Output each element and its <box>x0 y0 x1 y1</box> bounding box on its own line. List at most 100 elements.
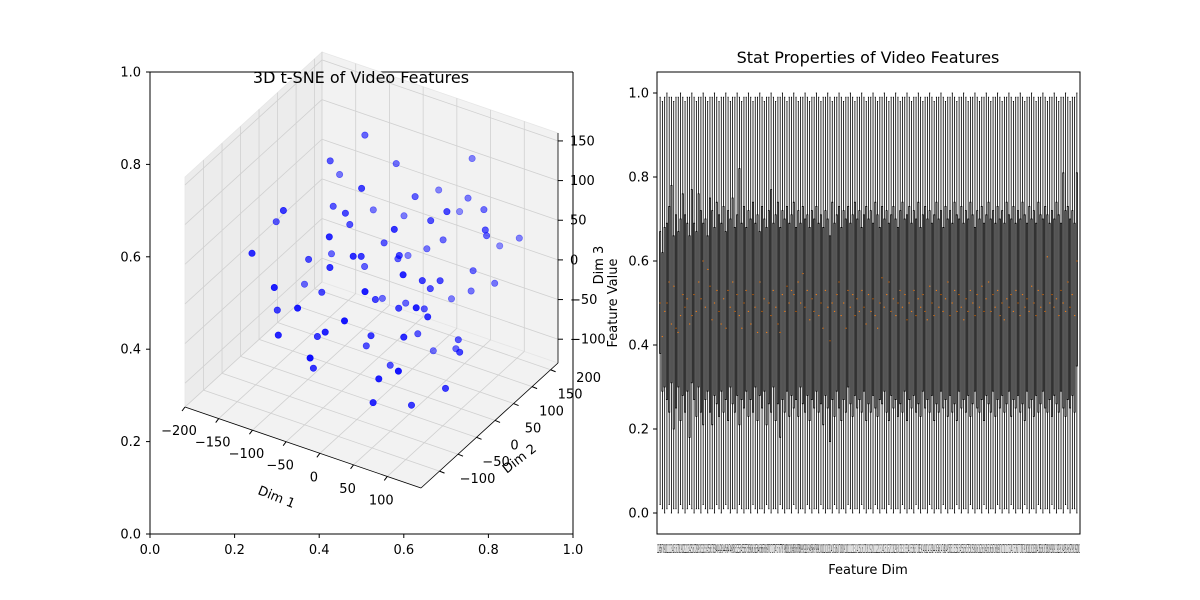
box-body <box>910 222 913 409</box>
box <box>761 96 764 510</box>
gridline <box>285 316 424 443</box>
box <box>851 96 854 514</box>
scatter-point <box>305 255 313 263</box>
box-body <box>706 235 709 392</box>
box-body <box>853 201 856 396</box>
box <box>878 96 881 514</box>
dim2-tick-label: −50 <box>482 455 509 470</box>
dim1-tick-label: −150 <box>195 436 231 451</box>
box-body <box>883 218 886 392</box>
box-body <box>720 222 723 392</box>
box-body <box>774 214 777 422</box>
box-body <box>906 214 908 422</box>
box-body <box>1021 201 1024 405</box>
box <box>831 101 834 514</box>
box <box>756 96 759 514</box>
box <box>822 96 825 510</box>
box <box>978 101 981 510</box>
dim1-tick-label: −200 <box>161 424 197 439</box>
gridline <box>184 99 323 225</box>
box-body <box>799 222 802 388</box>
box <box>808 101 811 510</box>
box-body <box>885 210 888 413</box>
box-body <box>942 226 945 409</box>
box-body <box>665 222 668 400</box>
box-body <box>858 210 861 401</box>
box-body <box>840 226 843 421</box>
box <box>912 96 915 514</box>
box-body <box>736 214 739 396</box>
gridline <box>314 288 551 371</box>
box-body <box>917 201 920 405</box>
box-body <box>729 218 732 388</box>
box <box>863 96 865 510</box>
scatter-point <box>394 255 402 263</box>
scatter-point <box>424 313 432 321</box>
box-body <box>881 205 884 405</box>
boxplot-y-tick-label: 1.0 <box>628 87 649 102</box>
box <box>806 96 809 506</box>
box-body <box>1055 201 1058 405</box>
scatter-point <box>340 317 348 325</box>
box-body <box>894 218 897 401</box>
dim1-axis-line <box>184 406 422 489</box>
box <box>940 92 942 514</box>
box <box>917 92 920 510</box>
box <box>967 101 970 514</box>
scatter-point <box>378 294 386 302</box>
box-body <box>795 226 797 400</box>
box-body <box>926 218 929 401</box>
scatter-point <box>423 245 431 253</box>
scatter-point <box>336 171 344 179</box>
box <box>865 101 868 514</box>
box <box>919 96 922 514</box>
box <box>971 96 974 510</box>
box-body <box>924 205 927 409</box>
frame-x-tick-label: 0.6 <box>393 543 414 558</box>
scatter-point <box>371 295 379 303</box>
box <box>847 96 850 506</box>
box <box>1044 96 1047 510</box>
gridline <box>353 339 491 466</box>
box <box>702 92 705 506</box>
box <box>1060 96 1062 510</box>
scatter-point <box>443 208 451 216</box>
box-body <box>745 226 748 392</box>
box <box>924 96 927 510</box>
scatter-point <box>418 277 426 285</box>
boxplot-y-tick-label: 0.4 <box>628 339 649 354</box>
box <box>1028 96 1031 514</box>
gridline <box>295 305 533 388</box>
box-body <box>1014 222 1017 409</box>
box <box>928 92 931 506</box>
box-body <box>994 222 997 417</box>
box <box>690 92 693 510</box>
dim3-tick-label: 50 <box>570 214 587 229</box>
box <box>892 96 895 514</box>
gridline <box>184 281 323 408</box>
box <box>949 96 952 510</box>
box <box>937 96 940 510</box>
box-body <box>1030 218 1033 401</box>
dim2-tick-label: 0 <box>510 438 518 453</box>
box-body <box>1032 210 1035 417</box>
box <box>976 96 979 510</box>
box <box>983 96 985 506</box>
box-body <box>998 218 1001 409</box>
scatter-point <box>496 242 504 250</box>
box-body <box>699 210 702 413</box>
box-body <box>863 214 865 392</box>
scatter-point <box>441 384 449 392</box>
frame-y-tick-label: 0.0 <box>120 528 141 543</box>
box <box>1007 92 1010 514</box>
box <box>833 96 836 506</box>
box-body <box>973 226 976 392</box>
box <box>964 96 967 510</box>
scatter-point <box>325 233 333 241</box>
box <box>951 92 954 510</box>
box <box>860 92 863 506</box>
box <box>1075 92 1078 514</box>
box-body <box>679 218 682 422</box>
box-body <box>1069 218 1072 409</box>
